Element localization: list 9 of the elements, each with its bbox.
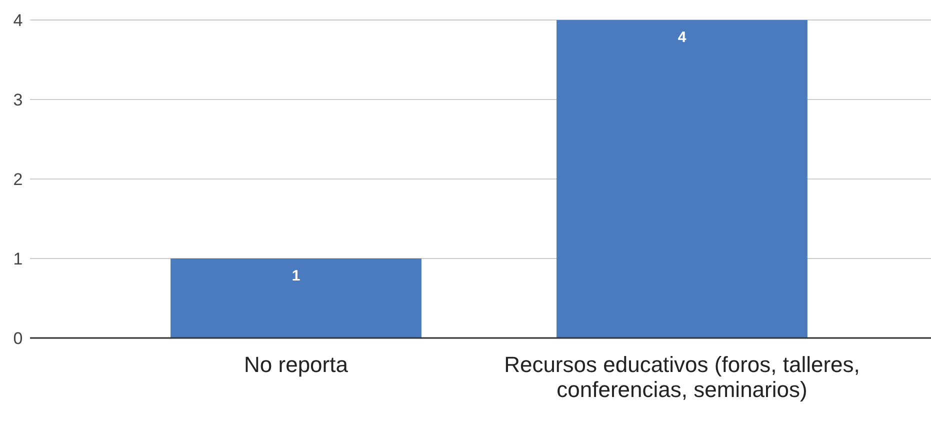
x-tick-label: Recursos educativos (foros, talleres, conferencias, seminarios) bbox=[504, 352, 860, 402]
y-tick-label: 3 bbox=[13, 90, 23, 110]
data-label: 1 bbox=[292, 268, 300, 284]
y-tick-label: 0 bbox=[13, 328, 23, 348]
y-tick-label: 2 bbox=[13, 170, 23, 189]
y-tick-label: 1 bbox=[13, 249, 23, 268]
x-tick-label: No reporta bbox=[244, 352, 349, 377]
data-label: 4 bbox=[678, 29, 687, 46]
y-tick-label: 4 bbox=[13, 10, 23, 30]
